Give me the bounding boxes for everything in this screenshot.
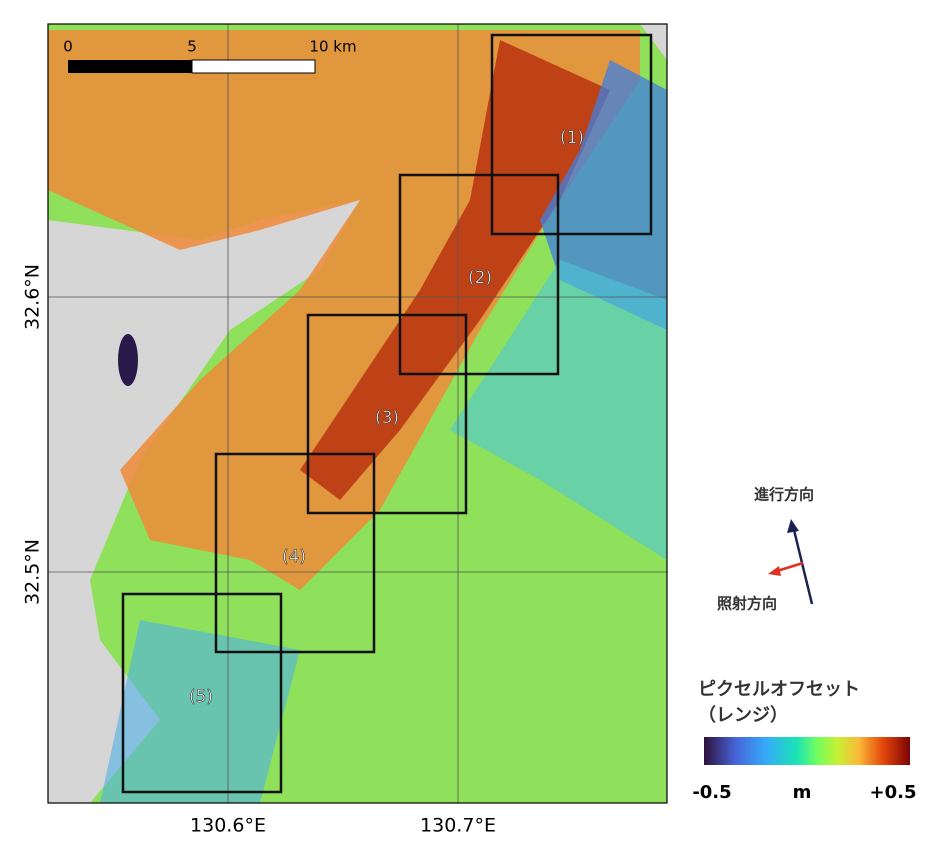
subsidence (540, 60, 667, 330)
scale-label: 10 km (309, 38, 356, 56)
lat-label: 32.5°N (22, 539, 44, 605)
colorbar-min: -0.5 (692, 782, 731, 803)
east-area (450, 260, 667, 560)
region-label: (1) (560, 128, 584, 148)
patch (118, 334, 138, 386)
flight-arrow (792, 529, 814, 605)
region-label: (3) (375, 408, 399, 428)
lat-label: 32.6°N (22, 264, 44, 330)
colorbar-subtitle: （レンジ） (698, 705, 788, 726)
region-box (490, 33, 653, 236)
look-arrow (776, 561, 804, 573)
arrowhead (787, 519, 799, 533)
region-box (306, 313, 468, 515)
uplift-core (300, 40, 610, 500)
arrowhead (768, 566, 781, 576)
colorbar-title: ピクセルオフセット (698, 679, 860, 700)
map-frame (47, 23, 668, 804)
colorbar (704, 737, 910, 765)
lon-label: 130.6°E (190, 815, 266, 837)
flight-direction: 進行方向 (754, 486, 814, 504)
region-box (121, 592, 283, 794)
lon-label: 130.7°E (420, 815, 496, 837)
map: (1) (2) (3) (4) (5) 0 5 10 km (48, 24, 667, 803)
region-label: (4) (282, 547, 306, 567)
scale-label: 0 (63, 38, 73, 56)
colorbar-unit: m (793, 782, 812, 803)
region-label: (5) (189, 687, 213, 707)
scale-label: 5 (187, 38, 197, 56)
look-direction: 照射方向 (717, 595, 777, 613)
region-box (214, 452, 376, 654)
region-box (398, 173, 560, 376)
scale-bar (191, 59, 316, 74)
colorbar-max: +0.5 (870, 782, 917, 803)
region-label: (2) (468, 268, 492, 288)
scale-bar (68, 60, 192, 73)
south-area (100, 620, 300, 803)
